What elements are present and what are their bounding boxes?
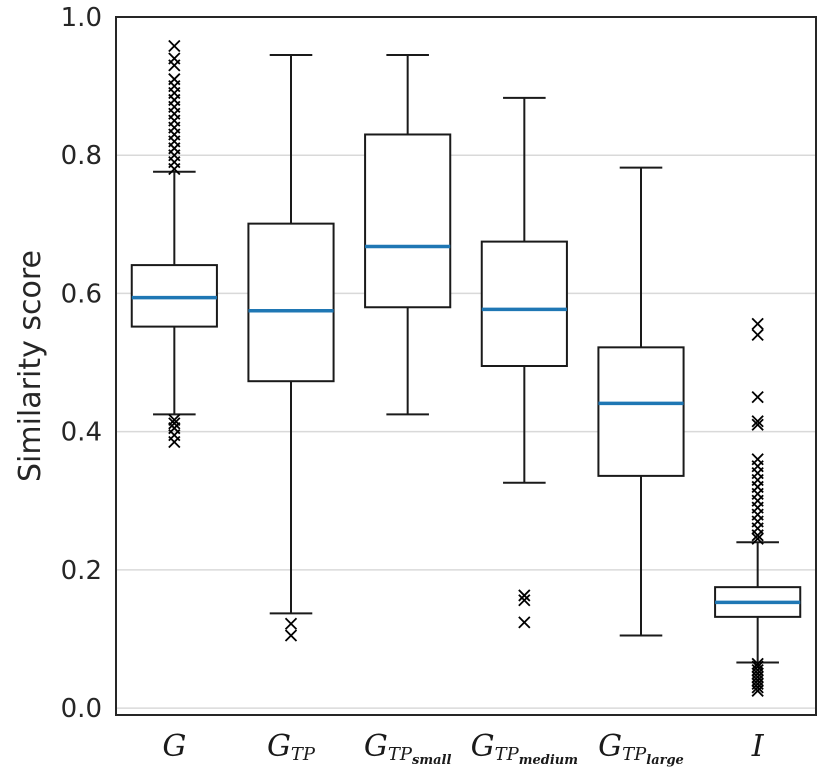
outlier-stroke [168, 52, 181, 65]
outlier-marker [284, 629, 298, 642]
y-axis-title: Similarity score [13, 250, 48, 482]
outlier-marker [518, 594, 531, 607]
outlier-stroke [751, 453, 764, 466]
outlier-stroke [518, 594, 531, 607]
x-tick-subsubscript: small [412, 753, 451, 768]
x-tick-main: G [364, 729, 388, 764]
x-tick-main: I [751, 729, 765, 764]
x-tick-subscript: TP [495, 744, 520, 765]
x-tick-main: G [598, 729, 622, 764]
y-tick-label: 0.6 [61, 279, 102, 309]
outlier-marker [751, 532, 764, 545]
outlier-stroke [168, 73, 181, 86]
outlier-marker [518, 616, 531, 629]
y-tick-label: 0.0 [61, 694, 102, 724]
box-group [480, 96, 568, 629]
y-tick-label: 0.4 [61, 418, 102, 448]
x-tick-main: G [267, 729, 291, 764]
outlier-stroke [751, 317, 764, 330]
x-tick-label: GTPmedium [471, 729, 578, 768]
outlier-stroke [284, 617, 298, 630]
x-tick-main: G [471, 729, 495, 764]
plot-frame [115, 16, 817, 716]
outlier-marker [751, 390, 764, 404]
x-tick-label: GTPlarge [598, 729, 684, 768]
y-tick-label: 1.0 [61, 3, 102, 33]
outlier-marker [751, 328, 764, 342]
outlier-marker [751, 660, 764, 673]
x-tick-main: G [162, 729, 186, 764]
outlier-stroke [751, 390, 764, 404]
outlier-stroke [168, 39, 181, 53]
outlier-stroke [518, 589, 531, 602]
outlier-stroke [751, 328, 764, 342]
outlier-marker [751, 657, 764, 670]
x-tick-label: GTPsmall [364, 729, 452, 768]
outlier-stroke [751, 415, 764, 428]
x-tick-label: G [162, 729, 186, 764]
box-iqr [480, 240, 568, 367]
outlier-stroke [518, 616, 531, 629]
y-tick-label: 0.8 [61, 141, 102, 171]
outlier-marker [751, 415, 764, 428]
outlier-marker [751, 317, 764, 330]
x-tick-subscript: TP [388, 744, 413, 765]
boxes [130, 39, 802, 697]
outlier-marker [751, 418, 764, 431]
y-tick-label: 0.2 [61, 556, 102, 586]
outlier-marker [168, 413, 181, 427]
box-group [714, 317, 802, 697]
outlier-stroke [284, 629, 298, 642]
outlier-stroke [168, 413, 181, 427]
box-iqr [247, 222, 335, 383]
outlier-marker [518, 589, 531, 602]
box-group [247, 54, 335, 642]
outlier-stroke [751, 660, 764, 673]
x-tick-label: I [751, 729, 765, 764]
outlier-stroke [751, 418, 764, 431]
box-iqr [597, 346, 685, 477]
x-tick-subscript: TP [291, 744, 316, 765]
outlier-marker [168, 417, 181, 430]
gridlines [116, 16, 816, 709]
box-group [130, 39, 218, 449]
outlier-stroke [168, 417, 181, 430]
outlier-marker [284, 617, 298, 630]
box-iqr [364, 133, 452, 309]
x-tick-subscript: TP [622, 744, 647, 765]
y-axis: 0.0 0.2 0.4 0.6 0.8 1.0 [61, 3, 102, 724]
outlier-marker [751, 453, 764, 466]
box-group [364, 54, 452, 416]
outlier-stroke [751, 657, 764, 670]
outlier-marker [168, 73, 181, 86]
box-group [597, 166, 685, 637]
x-tick-subsubscript: large [646, 753, 684, 768]
outlier-stroke [751, 532, 764, 545]
x-axis: G GTP GTPsmall GTPmedium GTPlarge I [162, 729, 764, 768]
x-tick-subsubscript: medium [519, 753, 578, 768]
x-tick-label: GTP [267, 729, 316, 765]
outlier-marker [168, 52, 181, 65]
outlier-marker [168, 39, 181, 53]
